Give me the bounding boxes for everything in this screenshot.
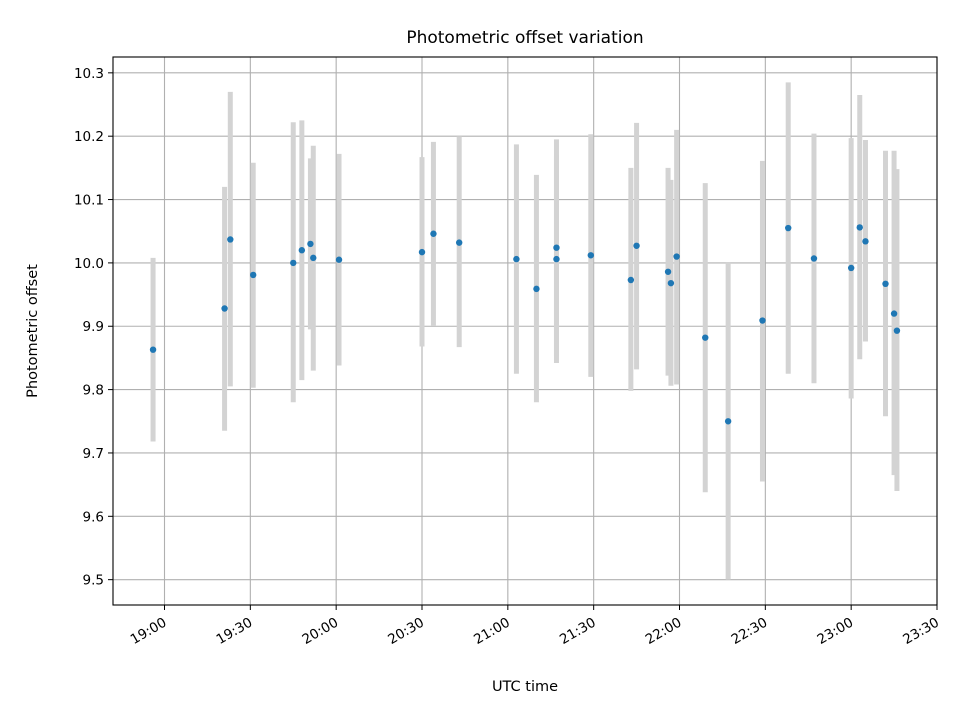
- data-point: [307, 240, 314, 248]
- x-tick-label: 19:00: [128, 615, 170, 648]
- x-tick-label: 20:00: [299, 615, 341, 648]
- data-point: [856, 224, 863, 231]
- data-point: [759, 317, 766, 324]
- data-point: [673, 253, 680, 260]
- data-point: [702, 334, 709, 341]
- x-axis-label: UTC time: [492, 679, 558, 695]
- data-point: [249, 271, 257, 279]
- y-tick-label: 9.6: [83, 509, 104, 525]
- error-bars: [150, 82, 900, 580]
- data-point: [335, 256, 343, 263]
- y-tick-label: 9.8: [83, 383, 104, 399]
- y-axis-ticks: 9.5 9.6 9.7 9.8 9.9 10.0 10.1 10.2 10.3: [74, 66, 113, 589]
- chart-title: Photometric offset variation: [406, 28, 643, 48]
- x-tick-label: 22:00: [643, 615, 685, 648]
- data-point: [664, 268, 672, 275]
- x-tick-label: 23:30: [900, 615, 942, 648]
- data-point: [627, 276, 635, 284]
- y-tick-label: 10.1: [74, 193, 104, 209]
- plot-frame: [112, 56, 938, 606]
- y-tick-label: 9.5: [83, 573, 104, 589]
- data-point: [890, 310, 898, 317]
- data-point: [882, 280, 889, 288]
- x-tick-label: 19:30: [214, 615, 256, 648]
- y-axis-label: Photometric offset: [25, 264, 41, 398]
- data-point: [418, 248, 426, 256]
- data-point: [785, 224, 792, 232]
- data-point: [633, 242, 640, 249]
- data-point: [587, 252, 595, 259]
- y-tick-label: 9.9: [83, 319, 104, 335]
- data-point: [553, 255, 560, 263]
- data-point: [893, 327, 901, 334]
- x-tick-label: 21:30: [557, 615, 599, 648]
- y-tick-label: 10.3: [74, 66, 104, 82]
- data-point: [430, 230, 437, 237]
- y-tick-label: 10.0: [74, 256, 104, 272]
- x-tick-label: 21:00: [471, 615, 513, 648]
- data-point: [513, 255, 520, 263]
- data-point: [290, 259, 297, 267]
- data-point: [455, 239, 463, 246]
- data-point: [724, 418, 732, 425]
- y-tick-label: 9.7: [83, 446, 104, 462]
- data-point: [221, 305, 228, 312]
- x-tick-label: 23:00: [814, 615, 856, 648]
- data-point: [667, 279, 675, 287]
- data-point: [298, 247, 306, 254]
- data-point: [227, 236, 234, 243]
- x-tick-label: 22:30: [729, 615, 771, 648]
- data-point: [810, 255, 818, 262]
- data-points: [149, 224, 901, 425]
- x-axis-ticks: 19:00 19:30 20:00 20:30 21:00 21:30 22:00 22:30…: [128, 605, 942, 648]
- data-point: [847, 264, 855, 272]
- data-point: [862, 238, 869, 245]
- data-point: [310, 254, 317, 262]
- data-point: [553, 244, 560, 251]
- x-tick-label: 20:30: [385, 615, 427, 648]
- data-point: [533, 285, 540, 293]
- y-tick-label: 10.2: [74, 129, 104, 145]
- data-point: [149, 346, 157, 353]
